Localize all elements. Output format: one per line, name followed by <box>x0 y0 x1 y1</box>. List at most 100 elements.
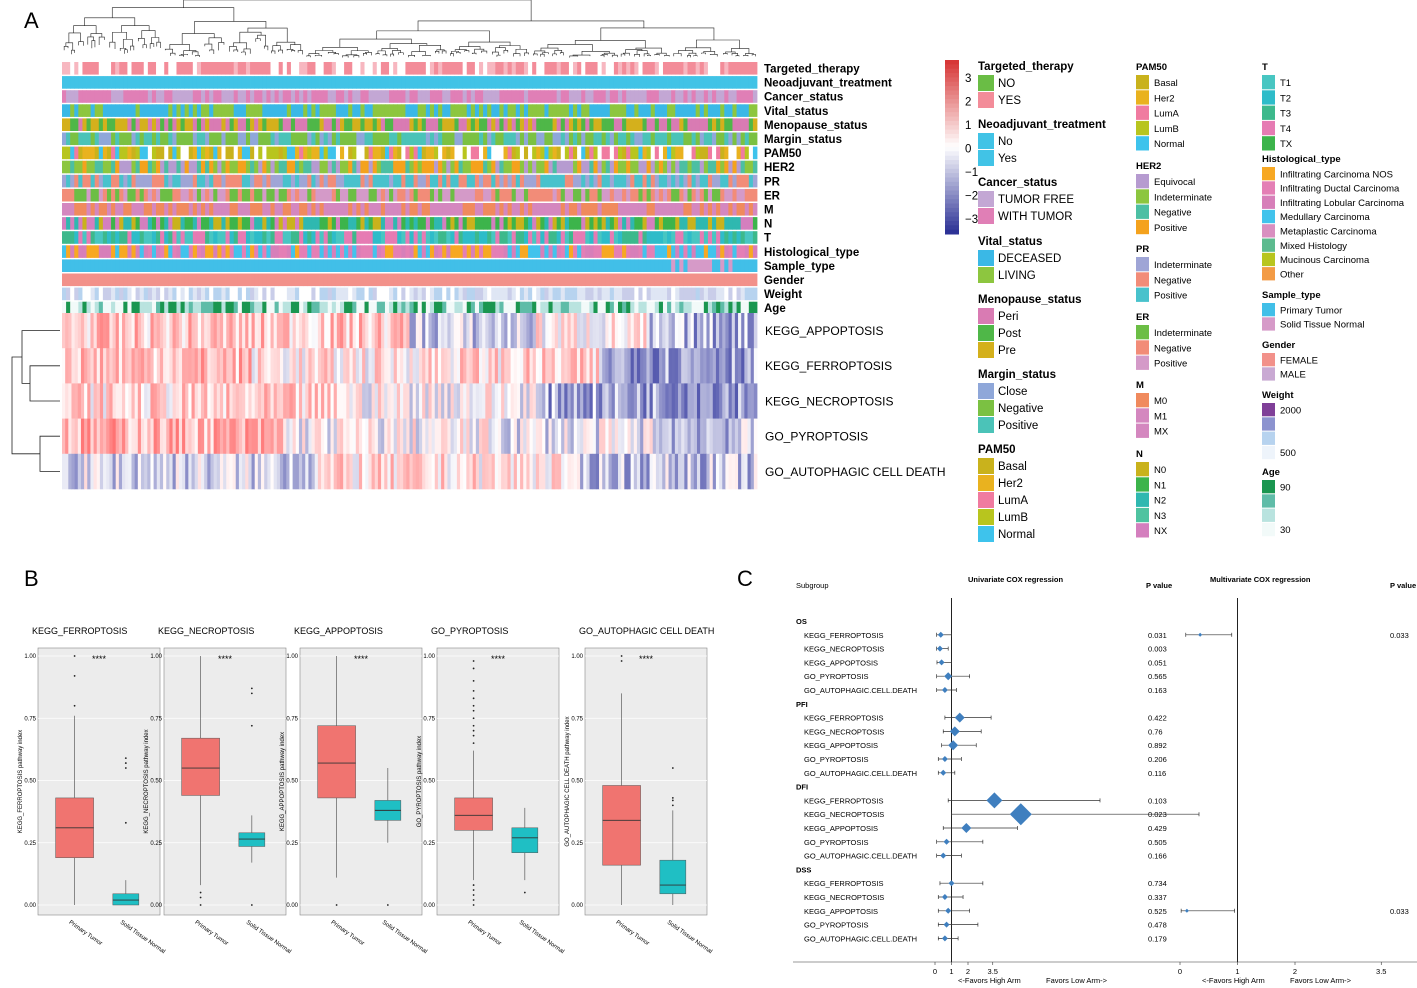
heatmap-cell <box>532 313 537 349</box>
pvalue-header: P value <box>1146 581 1172 590</box>
heatmap-cell <box>557 418 562 455</box>
annotation-cell <box>384 174 390 188</box>
annotation-cell <box>703 132 709 146</box>
annotation-cell <box>556 231 562 244</box>
annotation-cell <box>160 160 165 174</box>
heatmap-cell <box>586 313 590 349</box>
heatmap-cell <box>437 348 442 384</box>
annotation-cell <box>254 132 259 146</box>
annotation-cell <box>446 104 451 117</box>
heatmap-cell <box>681 313 685 349</box>
annotation-cell <box>82 118 87 131</box>
annotation-cell <box>585 174 590 188</box>
annotation-cell <box>556 90 562 103</box>
annotation-cell <box>86 259 92 272</box>
annotation-cell <box>258 62 263 75</box>
annotation-cell <box>295 146 300 160</box>
annotation-cell <box>446 90 451 103</box>
dendrogram-branch <box>39 435 60 472</box>
annotation-cell <box>196 301 202 315</box>
annotation-cell <box>131 287 136 301</box>
annotation-cell <box>724 273 729 287</box>
annotation-cell <box>744 146 750 160</box>
annotation-cell <box>474 259 480 272</box>
heatmap-cell <box>137 418 142 455</box>
heatmap-cell <box>681 418 685 455</box>
annotation-cell <box>135 259 141 272</box>
heatmap-cell <box>728 313 733 349</box>
heatmap-cell <box>125 453 129 490</box>
p-value: 0.166 <box>1148 852 1167 861</box>
hazard-ratio-marker <box>943 921 950 928</box>
annotation-cell <box>62 174 67 188</box>
forest-row-label: KEGG_APPOPTOSIS <box>804 824 878 833</box>
dendrogram-branch <box>664 55 670 57</box>
annotation-cell <box>131 245 136 258</box>
heatmap-cell <box>80 313 85 349</box>
annotation-cell <box>479 174 484 188</box>
annotation-cell <box>585 273 590 287</box>
annotation-cell <box>364 273 370 287</box>
annotation-cell <box>123 132 128 146</box>
annotation-cell <box>654 146 660 160</box>
annotation-cell <box>748 146 754 160</box>
heatmap-cell <box>460 383 464 419</box>
annotation-cell <box>450 259 455 272</box>
heatmap-cell <box>520 418 524 455</box>
annotation-cell <box>115 174 120 188</box>
heatmap-cell <box>422 383 426 419</box>
annotation-cell <box>732 287 737 301</box>
annotation-cell <box>376 273 382 287</box>
annotation-cell <box>716 203 721 216</box>
annotation-cell <box>376 259 382 272</box>
annotation-cell <box>115 76 120 89</box>
annotation-cell <box>442 217 447 230</box>
heatmap-cell <box>286 453 290 490</box>
annotation-cell <box>196 160 202 174</box>
annotation-cell <box>487 146 492 160</box>
annotation-cell <box>654 174 660 188</box>
annotation-cell <box>168 217 173 230</box>
annotation-cell <box>523 62 529 75</box>
annotation-cell <box>192 273 198 287</box>
annotation-cell <box>372 118 378 131</box>
annotation-cell <box>213 203 218 216</box>
heatmap-cell <box>561 313 565 349</box>
annotation-cell <box>237 273 243 287</box>
annotation-cell <box>687 90 692 103</box>
annotation-cell <box>634 90 639 103</box>
annotation-cell <box>609 118 615 131</box>
annotation-cell <box>736 259 742 272</box>
heatmap-cell <box>153 453 158 490</box>
dendrogram-branch <box>417 20 645 31</box>
legend-label: Yes <box>998 153 1017 165</box>
annotation-cell <box>593 188 598 202</box>
multivariate-header: Multivariate COX regression <box>1210 575 1311 584</box>
annotation-cell <box>703 273 709 287</box>
annotation-cell <box>262 62 267 75</box>
heatmap-cell <box>652 348 657 384</box>
annotation-cell <box>180 231 186 244</box>
annotation-cell <box>201 160 206 174</box>
annotation-cell <box>196 132 202 146</box>
annotation-cell <box>438 174 443 188</box>
annotation-cell <box>507 90 513 103</box>
annotation-cell <box>438 217 443 230</box>
heatmap-cell <box>204 383 208 419</box>
color-scale-tick: 1 <box>965 120 971 132</box>
annotation-cell <box>139 259 145 272</box>
annotation-cell <box>556 62 562 75</box>
annotation-cell <box>352 203 357 216</box>
annotation-cell <box>319 90 325 103</box>
annotation-cell <box>278 76 284 89</box>
legend-swatch <box>1136 219 1149 235</box>
annotation-cell <box>560 118 566 131</box>
annotation-cell <box>274 188 280 202</box>
annotation-cell <box>278 118 284 131</box>
annotation-cell <box>74 90 79 103</box>
annotation-cell <box>303 188 308 202</box>
heatmap-cell <box>696 453 701 490</box>
heatmap-cell <box>418 453 423 490</box>
heatmap-cell <box>548 313 553 349</box>
annotation-cell <box>262 273 267 287</box>
